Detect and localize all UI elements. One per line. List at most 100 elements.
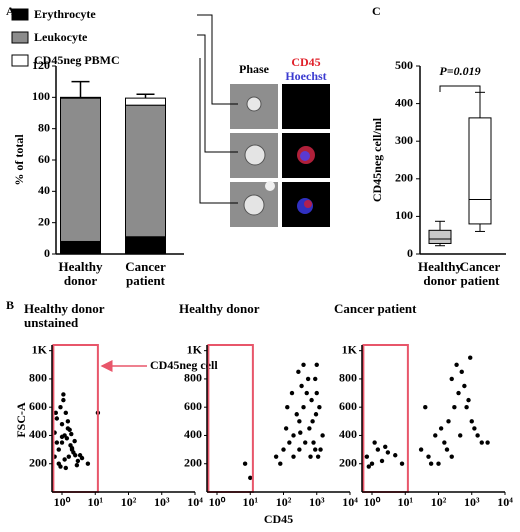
point (61, 392, 66, 397)
image-header: Hoechst (285, 69, 326, 83)
y-tick-label: 60 (38, 152, 50, 166)
point (309, 397, 314, 403)
point (285, 404, 290, 410)
plot-title-box: Cancer patient (334, 302, 416, 316)
point (479, 440, 484, 445)
point (485, 440, 490, 445)
point (74, 462, 80, 468)
point (59, 434, 65, 440)
x-tick-label-box: Cancer patient (459, 260, 501, 288)
point (426, 454, 431, 459)
x-tick-label: 10² (121, 495, 137, 509)
bar-segment (125, 236, 166, 255)
point (305, 376, 311, 382)
point (436, 461, 441, 466)
point (449, 376, 454, 382)
point (298, 430, 303, 435)
point (313, 412, 319, 417)
y-axis-label: FSC-A (14, 402, 28, 438)
point (399, 461, 405, 466)
bar-segment (125, 104, 166, 238)
cell (244, 144, 266, 166)
point (66, 454, 71, 459)
panel-label: B (6, 298, 14, 312)
cell (265, 181, 275, 191)
legend-swatch (11, 54, 29, 67)
micrographs: Phase CD45 Hoechst (230, 55, 330, 227)
point (364, 454, 370, 459)
annotation: CD45neg cell (150, 358, 218, 372)
x-tick-label: 10⁴ (497, 495, 513, 509)
x-tick-label: 10³ (154, 495, 170, 509)
x-axis-label: CD45 (264, 512, 293, 526)
x-tick-label: 10² (431, 495, 447, 509)
point (475, 433, 480, 438)
point (366, 464, 371, 469)
plot-title: Healthy donor (179, 302, 260, 316)
y-tick-label: 20 (38, 214, 50, 228)
point (313, 376, 318, 382)
x-tick-label: 10¹ (397, 495, 413, 509)
point (393, 453, 398, 458)
connector (197, 14, 238, 105)
point (454, 362, 459, 367)
point (59, 440, 65, 445)
x-tick-label: 10⁰ (54, 495, 71, 509)
y-axis-label: % of total (12, 134, 26, 186)
annotation: P=0.019 (439, 64, 480, 78)
point (472, 426, 477, 431)
panel-label: A (6, 4, 15, 18)
y-tick-label: 500 (395, 58, 413, 72)
point (301, 404, 306, 410)
point (58, 464, 63, 469)
point (385, 450, 391, 455)
point (449, 454, 454, 459)
connector (199, 58, 238, 204)
point (314, 390, 319, 396)
point (64, 436, 70, 441)
plot-title-box: Healthy donor (179, 302, 260, 316)
point (311, 440, 316, 445)
point (423, 404, 428, 410)
point (54, 416, 60, 421)
point (63, 410, 68, 416)
point (291, 433, 296, 438)
x-tick-label-box: Cancer patient (125, 260, 165, 288)
bar-segment (125, 97, 166, 106)
point (462, 383, 467, 389)
point (85, 461, 91, 466)
y-tick-label: 400 (395, 95, 413, 109)
y-tick-label: 100 (32, 89, 50, 103)
point (56, 447, 61, 452)
legend-label: Erythrocyte (34, 7, 96, 21)
x-tick-label: 10⁰ (364, 495, 381, 509)
point (438, 426, 444, 431)
x-tick-label-box: Healthy donor (58, 260, 102, 288)
point (72, 438, 77, 444)
y-tick-label: 300 (395, 133, 413, 147)
point (468, 355, 473, 360)
point (375, 447, 381, 452)
legend-swatch (11, 8, 29, 21)
legend-label: Leukocyte (34, 30, 88, 44)
y-tick-label: 800 (184, 371, 202, 385)
y-tick-label: 1K (32, 342, 48, 356)
fluor-image (282, 84, 330, 129)
point (242, 461, 248, 466)
y-tick-label: 800 (29, 371, 47, 385)
cell (243, 194, 265, 216)
point (428, 461, 434, 466)
legend-label: CD45neg PBMC (34, 53, 120, 67)
point (418, 447, 424, 452)
point (291, 454, 296, 459)
y-tick-label: 600 (184, 399, 202, 413)
gate (52, 344, 99, 493)
point (75, 458, 81, 464)
point (67, 427, 72, 433)
y-tick-label: 400 (29, 427, 47, 441)
image-header: CD45 (291, 55, 320, 69)
point (248, 475, 253, 481)
x-tick-label: Healthy donor (417, 260, 463, 288)
x-tick-label: Cancer patient (459, 260, 501, 288)
